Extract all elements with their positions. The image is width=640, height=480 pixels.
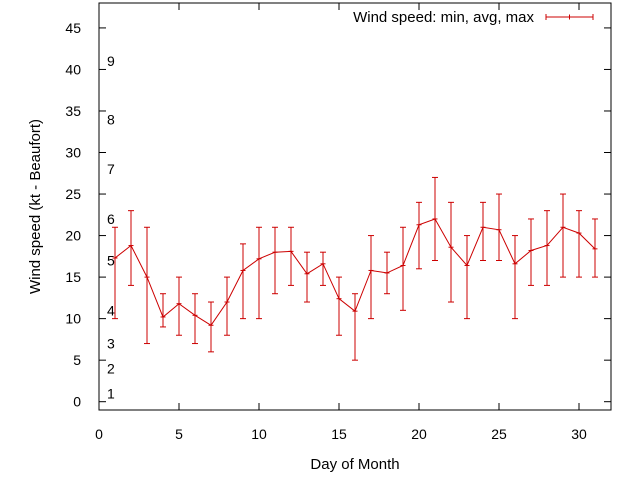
beaufort-label: 8 — [107, 111, 115, 127]
y-tick-label: 5 — [73, 352, 81, 368]
x-tick-label: 15 — [331, 426, 347, 442]
x-axis-title: Day of Month — [310, 456, 399, 473]
y-tick-label: 20 — [65, 228, 81, 244]
x-axis-ticks: 0 5 10 15 20 25 30 — [95, 3, 587, 442]
plot-border — [98, 2, 612, 411]
y-tick-label: 40 — [65, 61, 81, 77]
plot-frame — [98, 2, 612, 411]
x-tick-label: 0 — [95, 426, 103, 442]
y-axis-title: Wind speed (kt - Beaufort) — [27, 119, 44, 294]
x-tick-label: 10 — [251, 426, 267, 442]
beaufort-label: 1 — [107, 385, 115, 401]
beaufort-label: 7 — [107, 161, 115, 177]
y-tick-label: 0 — [73, 394, 81, 410]
legend: Wind speed: min, avg, max — [353, 9, 594, 26]
beaufort-label: 4 — [107, 302, 115, 318]
y-tick-label: 45 — [65, 20, 81, 36]
beaufort-label: 2 — [107, 360, 115, 376]
beaufort-label: 9 — [107, 53, 115, 69]
beaufort-label: 5 — [107, 252, 115, 268]
wind-speed-series — [112, 176, 598, 361]
y-tick-label: 15 — [65, 269, 81, 285]
beaufort-label: 6 — [107, 211, 115, 227]
beaufort-label: 3 — [107, 336, 115, 352]
beaufort-scale-labels: 1 2 3 4 5 6 7 8 9 — [107, 53, 115, 401]
x-tick-label: 20 — [411, 426, 427, 442]
y-tick-label: 30 — [65, 145, 81, 161]
legend-label: Wind speed: min, avg, max — [353, 9, 534, 26]
x-tick-label: 30 — [571, 426, 587, 442]
y-tick-label: 25 — [65, 186, 81, 202]
x-tick-label: 5 — [175, 426, 183, 442]
x-tick-label: 25 — [491, 426, 507, 442]
y-tick-label: 35 — [65, 103, 81, 119]
y-tick-label: 10 — [65, 311, 81, 327]
